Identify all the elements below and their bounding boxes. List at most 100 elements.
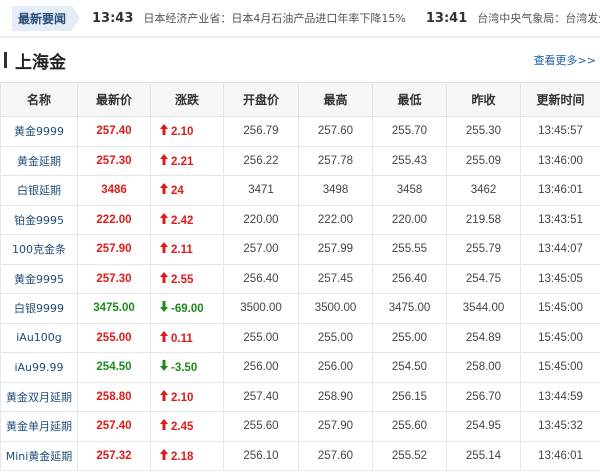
instrument-name-link[interactable]: 黄金9995	[0, 263, 78, 294]
arrow-up-icon	[160, 448, 168, 463]
update-time: 13:44:59	[520, 381, 600, 412]
change-text: 0.11	[171, 332, 193, 345]
previous-close: 254.89	[446, 322, 521, 353]
latest-price: 3486	[77, 175, 151, 206]
low-price: 220.00	[372, 204, 447, 235]
latest-price: 3475.00	[77, 293, 151, 324]
update-time: 13:46:01	[520, 175, 600, 206]
latest-price: 257.32	[77, 440, 151, 471]
view-more-link[interactable]: 查看更多>>	[533, 54, 596, 67]
instrument-name-link[interactable]: 铂金9995	[0, 204, 78, 235]
table-row: 白银延期 3486 24 3471 3498 3458 3462 13:46:01	[0, 175, 600, 206]
change-text: -69.00	[171, 303, 204, 316]
open-price: 255.00	[223, 322, 299, 353]
arrow-up-icon	[160, 124, 168, 138]
table-row: 黄金单月延期 257.40 2.45 255.60 257.90 255.60 254.95…	[0, 411, 600, 442]
arrow-up-icon	[160, 242, 168, 256]
change-value: 0.11	[150, 322, 224, 353]
update-time: 13:46:01	[520, 440, 600, 471]
change-value: 2.45	[150, 411, 224, 442]
high-price: 3498	[298, 175, 373, 206]
low-price: 255.43	[372, 145, 447, 176]
change-text: -3.50	[171, 362, 198, 375]
update-time: 13:45:05	[520, 263, 600, 294]
change-value: 2.21	[150, 145, 224, 176]
instrument-name-link[interactable]: 白银延期	[0, 175, 78, 206]
high-price: 258.90	[298, 381, 373, 412]
latest-price: 257.40	[77, 411, 151, 442]
previous-close: 258.00	[446, 352, 521, 383]
instrument-name-link[interactable]: 白银9999	[0, 293, 78, 324]
table-header-row: 名称 最新价 涨跌 开盘价 最高 最低 昨收 更新时间	[0, 82, 600, 117]
previous-close: 254.95	[446, 411, 521, 442]
open-price: 256.40	[223, 263, 299, 294]
table-row: 铂金9995 222.00 2.42 220.00 222.00 220.00 219.58…	[0, 204, 600, 235]
arrow-up-icon	[160, 419, 168, 433]
change-value: 2.55	[150, 263, 224, 294]
latest-price: 255.00	[77, 322, 151, 353]
column-header: 昨收	[446, 82, 521, 117]
open-price: 257.00	[223, 234, 299, 265]
open-price: 3500.00	[223, 293, 299, 324]
news-ticker: 最新要闻 13:43 日本经济产业省：日本4月石油产品进口年率下降15% 13:…	[0, 0, 600, 38]
latest-price: 257.30	[77, 145, 151, 176]
instrument-name-link[interactable]: 100克金条	[0, 234, 78, 265]
open-price: 256.22	[223, 145, 299, 176]
table-row: 黄金9999 257.40 2.10 256.79 257.60 255.70 255.30…	[0, 116, 600, 147]
update-time: 15:45:00	[520, 352, 600, 383]
table-row: 100克金条 257.90 2.11 257.00 257.99 255.55 255.79…	[0, 234, 600, 265]
column-header: 最高	[298, 82, 373, 117]
arrow-up-icon	[160, 271, 168, 286]
latest-price: 257.40	[77, 116, 151, 147]
open-price: 256.10	[223, 440, 299, 471]
news-link[interactable]: 日本经济产业省：日本4月石油产品进口年率下降15%	[143, 12, 406, 25]
high-price: 222.00	[298, 204, 373, 235]
update-time: 13:45:32	[520, 411, 600, 442]
table-row: 白银9999 3475.00 -69.00 3500.00 3500.00 3475.00…	[0, 293, 600, 324]
high-price: 256.00	[298, 352, 373, 383]
change-value: 2.10	[150, 116, 224, 147]
instrument-name-link[interactable]: Mini黄金延期	[0, 440, 78, 471]
previous-close: 3462	[446, 175, 521, 206]
previous-close: 255.09	[446, 145, 521, 176]
previous-close: 219.58	[446, 204, 521, 235]
column-header: 名称	[0, 82, 78, 117]
latest-price: 222.00	[77, 204, 151, 235]
arrow-up-icon	[160, 153, 168, 168]
latest-price: 254.50	[77, 352, 151, 383]
update-time: 15:45:00	[520, 293, 600, 324]
table-row: 黄金9995 257.30 2.55 256.40 257.45 256.40 254.75…	[0, 263, 600, 294]
low-price: 3458	[372, 175, 447, 206]
update-time: 13:43:51	[520, 204, 600, 235]
column-header: 最新价	[77, 82, 151, 117]
change-value: 2.11	[150, 234, 224, 265]
instrument-name-link[interactable]: iAu99.99	[0, 352, 78, 383]
update-time: 13:45:57	[520, 116, 600, 147]
high-price: 255.00	[298, 322, 373, 353]
instrument-name-link[interactable]: 黄金延期	[0, 145, 78, 176]
news-link[interactable]: 台湾中央气象局：台湾发生7.2级	[477, 12, 600, 25]
latest-price: 257.30	[77, 263, 151, 294]
arrow-up-icon	[160, 389, 168, 404]
low-price: 254.50	[372, 352, 447, 383]
table-row: iAu100g 255.00 0.11 255.00 255.00 255.00 254.8…	[0, 322, 600, 353]
table-row: Mini黄金延期 257.32 2.18 256.10 257.60 255.52 255.…	[0, 440, 600, 471]
column-header: 更新时间	[520, 82, 600, 117]
open-price: 220.00	[223, 204, 299, 235]
instrument-name-link[interactable]: 黄金单月延期	[0, 411, 78, 442]
high-price: 257.78	[298, 145, 373, 176]
column-header: 涨跌	[150, 82, 224, 117]
low-price: 3475.00	[372, 293, 447, 324]
change-value: -3.50	[150, 352, 224, 383]
change-text: 2.11	[171, 244, 193, 257]
table-row: iAu99.99 254.50 -3.50 256.00 256.00 254.50 258…	[0, 352, 600, 383]
change-value: 2.18	[150, 440, 224, 471]
section-title: 上海金	[4, 48, 66, 73]
change-text: 2.10	[171, 126, 194, 139]
instrument-name-link[interactable]: 黄金双月延期	[0, 381, 78, 412]
open-price: 256.79	[223, 116, 299, 147]
open-price: 3471	[223, 175, 299, 206]
instrument-name-link[interactable]: iAu100g	[0, 322, 78, 353]
low-price: 255.70	[372, 116, 447, 147]
instrument-name-link[interactable]: 黄金9999	[0, 116, 78, 147]
